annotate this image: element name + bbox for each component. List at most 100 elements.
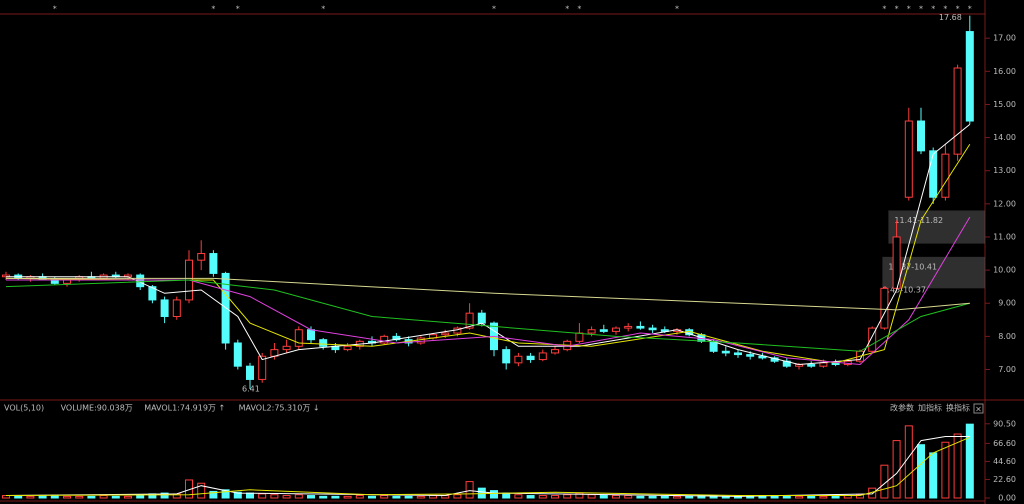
volume-bar [209, 490, 218, 499]
volume-bar [502, 492, 511, 499]
event-marker: * [565, 5, 569, 14]
indicator-button[interactable]: 加指标 [918, 403, 942, 413]
candle-body [465, 312, 474, 329]
candle-body [514, 355, 523, 364]
volume-bar [917, 444, 925, 499]
ma-line [5, 143, 971, 364]
volume-bar [904, 425, 913, 499]
candle-body [258, 355, 267, 380]
volume-bar [685, 495, 694, 499]
volume-bar [660, 495, 669, 499]
candle-body [648, 327, 657, 331]
event-marker: * [675, 5, 679, 14]
volume-bar [75, 495, 84, 499]
volume-header: VOLUME:90.038万 [61, 404, 133, 413]
ma-line [6, 277, 970, 311]
volume-bar [233, 491, 242, 499]
candle-body [172, 299, 181, 317]
volume-bar [819, 495, 828, 499]
volume-bar [331, 495, 340, 499]
volume-bar [63, 495, 71, 499]
candle-body [734, 352, 742, 356]
event-marker: * [919, 5, 923, 14]
indicator-button[interactable]: 改参数 [890, 403, 914, 413]
candle-body [904, 120, 913, 198]
volume-bar [831, 495, 840, 499]
candle-body [441, 332, 450, 336]
volume-bar [38, 495, 47, 499]
candle-body [294, 329, 303, 347]
candle-body [477, 312, 486, 324]
volume-bar [14, 495, 23, 499]
volume-bar [770, 495, 779, 499]
gap-label: 11.41-11.82 [894, 216, 943, 225]
volume-bar [795, 495, 803, 499]
candle-body [380, 335, 389, 344]
volume-bar [551, 495, 559, 499]
volume-bar [197, 482, 206, 499]
candle-body [721, 350, 730, 354]
volume-bar [26, 495, 35, 499]
event-marker: * [895, 5, 899, 14]
y-tick-label: 13.00 [993, 166, 1016, 175]
volume-y-tick-label: 22.60 [993, 475, 1016, 484]
candle-body [307, 329, 315, 341]
volume-bar [563, 494, 572, 499]
candle-body [319, 339, 328, 347]
volume-bar [514, 494, 523, 499]
ma-line [5, 436, 970, 497]
volume-bar [50, 495, 59, 499]
gap-box [888, 210, 985, 244]
candle-body [599, 329, 608, 332]
candle-body [246, 365, 254, 380]
volume-y-tick-label: 0.00 [998, 494, 1016, 503]
volume-bar [880, 464, 889, 499]
close-icon[interactable]: × [975, 405, 982, 414]
candle-body [807, 364, 816, 367]
volume-bar [404, 495, 413, 499]
y-tick-label: 14.00 [993, 133, 1016, 142]
volume-bar [526, 495, 535, 499]
event-marker: * [956, 5, 960, 14]
y-tick-label: 10.00 [993, 266, 1016, 275]
y-tick-label: 16.00 [993, 67, 1016, 76]
candle-body [343, 345, 352, 351]
volume-bar [538, 495, 547, 499]
y-tick-label: 15.00 [993, 100, 1016, 109]
candle-body [209, 253, 218, 274]
event-marker: * [53, 5, 57, 14]
event-marker: * [577, 5, 581, 14]
volume-header: VOL(5,10) [4, 404, 44, 413]
candle-body [746, 354, 755, 357]
candle-body [636, 325, 645, 329]
volume-bar [965, 423, 974, 499]
volume-bar [343, 495, 352, 499]
volume-bar [758, 495, 767, 499]
candle-body [233, 342, 242, 367]
event-marker: * [907, 5, 911, 14]
candle-body [880, 287, 889, 329]
event-marker: * [236, 5, 240, 14]
indicator-button[interactable]: 换指标 [946, 403, 970, 413]
candle-body [612, 327, 620, 332]
volume-bar [416, 495, 425, 499]
price-annotation: 17.68 [939, 13, 962, 22]
volume-header: MAVOL2:75.310万 ↓ [239, 404, 320, 413]
close-button[interactable] [973, 403, 984, 414]
y-tick-label: 17.00 [993, 34, 1016, 43]
candle-body [148, 286, 157, 301]
volume-bar [807, 495, 816, 499]
volume-bar [282, 495, 291, 499]
volume-header: MAVOL1:74.919万 ↑ [144, 404, 225, 413]
volume-bar [453, 494, 462, 499]
event-marker: * [931, 5, 935, 14]
price-annotation: 6.41 [242, 385, 260, 394]
volume-bar [490, 490, 498, 499]
gap-label: 9.45-10.37 [882, 285, 926, 294]
volume-bar [307, 495, 315, 499]
volume-bar [368, 495, 376, 499]
event-marker: * [882, 5, 886, 14]
volume-bar [929, 452, 938, 499]
